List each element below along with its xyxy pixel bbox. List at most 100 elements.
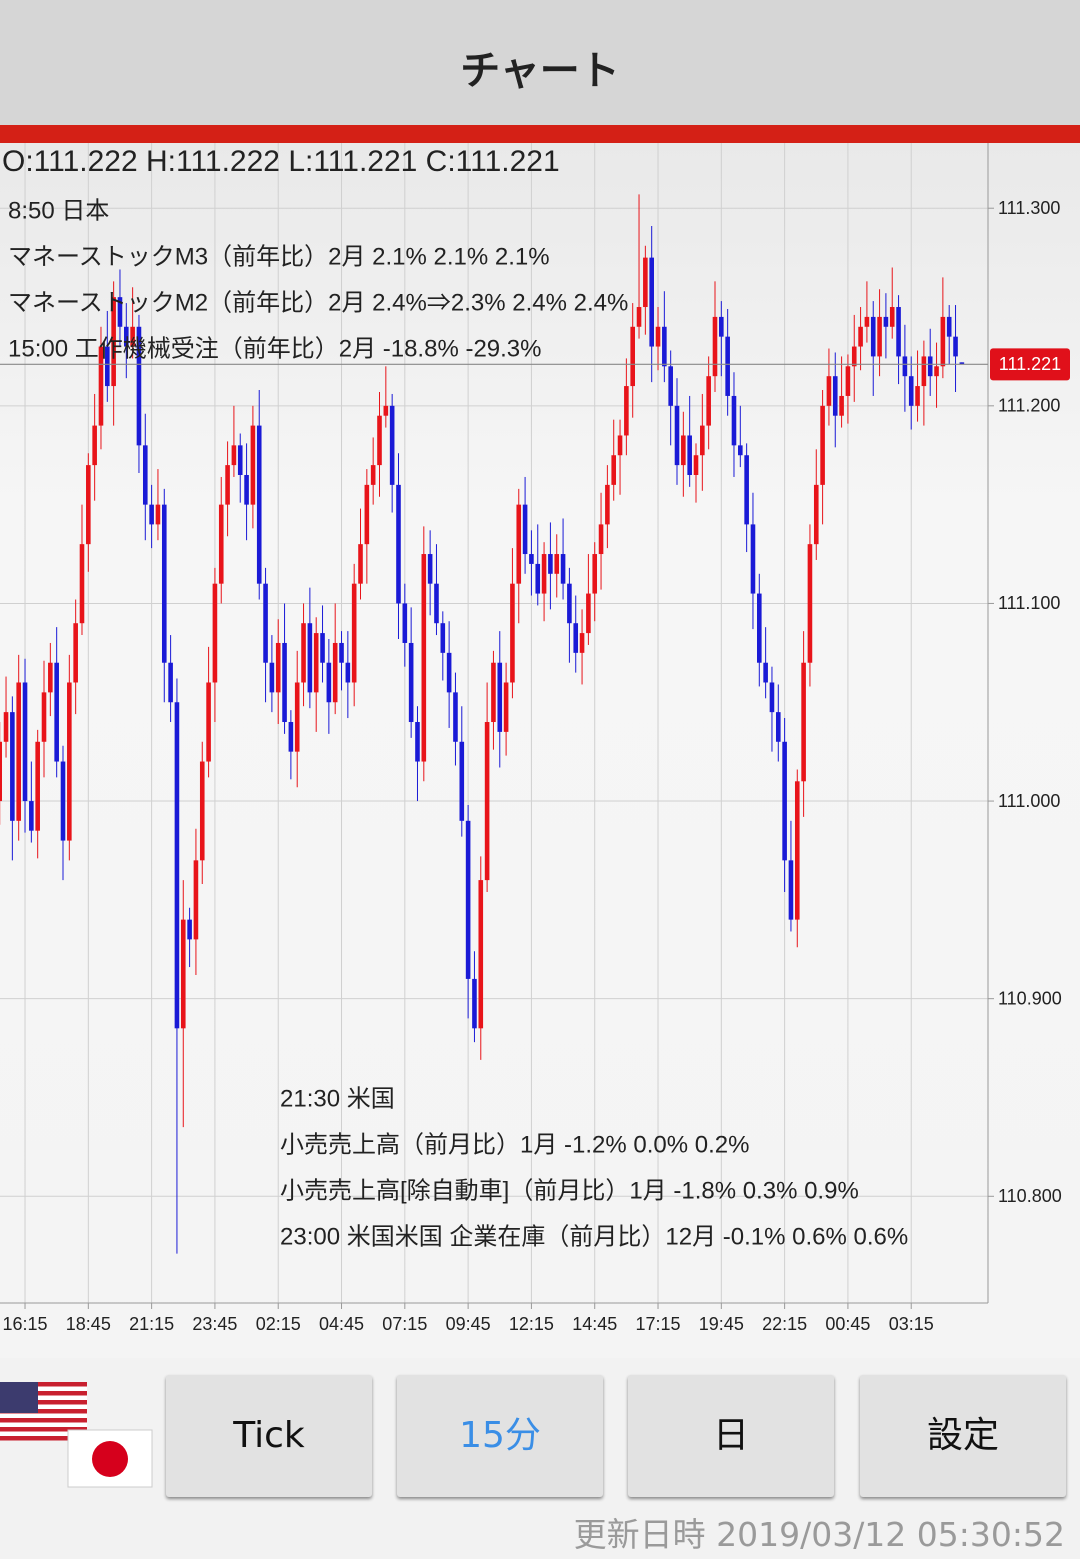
candle-body [231,445,237,466]
update-time: 更新日時 2019/03/12 05:30:52 [573,1515,1065,1554]
candle-body [364,484,370,545]
candle-body [161,504,167,663]
x-tick-label: 22:15 [762,1314,807,1334]
button-day[interactable]: 日 [628,1375,834,1497]
x-tick-label: 04:45 [319,1314,364,1334]
candle-body [598,524,604,555]
candle-body [180,919,186,1029]
candle-body [218,504,224,584]
candle-body [731,395,737,446]
x-tick-label: 16:15 [2,1314,47,1334]
candle-body [535,563,541,594]
candle-body [700,425,705,456]
candle-body [301,623,306,683]
candle-body [408,642,414,723]
candle-body [769,682,775,713]
candle-body [611,455,617,485]
candle-body [73,623,78,683]
button-settings[interactable]: 設定 [860,1375,1066,1497]
candle-body [250,425,256,505]
candle-body [3,712,9,742]
candle-body [415,722,420,762]
candle-body [820,405,825,485]
candle-body [851,346,857,367]
candle-body [345,662,351,683]
ohlc-readout: O:111.222 H:111.222 L:111.221 C:111.221 [2,145,560,178]
candle-body [592,554,598,594]
x-tick-label: 03:15 [889,1314,934,1334]
candle-body [870,316,876,357]
event-note: 15:00 工作機械受注（前年比）2月 -18.8% -29.3% [8,335,542,362]
button-15min[interactable]: 15分 [397,1375,603,1497]
candle-body [643,257,648,308]
candle-body [497,662,503,732]
candle-body [516,504,522,584]
candle-body [105,346,110,387]
candle-body [662,326,667,367]
candle-body [22,682,28,802]
event-note: 8:50 日本 [8,197,109,224]
candle-body [617,435,623,456]
candle-body [288,722,294,752]
candle-body [788,860,794,920]
candle-body [92,425,97,466]
candle-body [326,662,332,703]
candle-body [908,376,914,406]
candle-body [484,722,490,881]
app-title: チャート [0,0,1080,125]
candle-body [117,297,123,327]
event-note: 21:30 米国 [280,1085,395,1112]
event-note: マネーストックM3（前年比）2月 2.1% 2.1% 2.1% [8,243,550,270]
candle-body [706,376,711,426]
candle-body [915,386,920,406]
y-tick-label: 110.800 [998,1186,1062,1206]
y-tick-label: 111.000 [998,791,1060,811]
candle-body [389,405,395,485]
candle-body [889,307,895,327]
candle-body [41,692,47,742]
candle-body [67,682,72,841]
candle-body [86,465,91,545]
x-tick-label: 14:45 [572,1314,617,1334]
button-tick[interactable]: Tick [166,1375,372,1497]
candle-body [757,593,762,663]
candle-body [902,356,908,377]
candle-body [339,642,344,663]
candle-body [794,781,800,920]
candle-body [832,376,838,416]
candle-body [896,307,901,357]
candle-body [503,682,509,732]
last-price-box [990,348,1070,381]
candle-body [263,583,268,663]
candle-body [370,465,376,485]
candle-body [649,257,654,347]
candle-body [668,366,673,406]
candle-body [174,702,180,1029]
candle-body [839,395,844,416]
candle-body [383,405,389,416]
candle-body [864,316,870,327]
candle-body [225,465,230,505]
candle-body [275,642,281,693]
candle-body [465,820,471,979]
candle-body [29,801,34,831]
candle-body [750,524,756,594]
candle-body [554,554,560,574]
candle-body [560,554,566,584]
x-tick-label: 00:45 [825,1314,870,1334]
candle-body [883,316,889,327]
candle-body [136,326,142,446]
candle-body [541,554,547,594]
candle-body [655,326,661,347]
candle-body [212,583,218,683]
candle-body [402,603,408,643]
y-tick-label: 110.900 [998,988,1062,1008]
x-tick-label: 23:45 [192,1314,237,1334]
y-tick-label: 111.200 [998,396,1060,416]
event-note: 小売売上高[除自動車]（前月比）1月 -1.8% 0.3% 0.9% [280,1177,859,1204]
candle-body [54,662,59,762]
candle-body [244,474,249,505]
candle-body [719,316,724,337]
x-tick-label: 07:15 [382,1314,427,1334]
